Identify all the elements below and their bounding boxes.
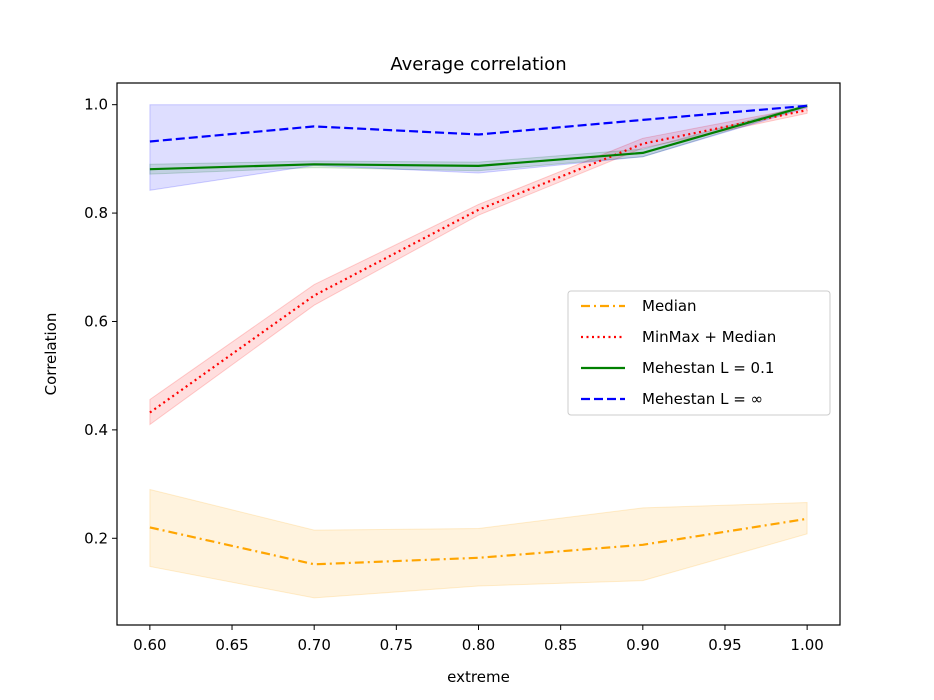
legend: Median MinMax + Median Mehestan L = 0.1 Meh… bbox=[567, 290, 831, 416]
legend-label-mehestan-l: Mehestan L = ∞ bbox=[642, 390, 763, 408]
y-tick-label: 0.2 bbox=[84, 529, 108, 547]
x-tick-label: 0.65 bbox=[215, 636, 248, 654]
band-median bbox=[149, 488, 808, 599]
y-tick-label: 0.8 bbox=[84, 204, 108, 222]
band-mehestan-l bbox=[149, 104, 808, 191]
x-tick-label: 1.00 bbox=[790, 636, 823, 654]
y-axis: 0.2 0.4 0.6 0.8 1.0 bbox=[84, 96, 117, 547]
legend-box bbox=[567, 290, 831, 416]
y-tick-label: 1.0 bbox=[84, 96, 108, 114]
line-median bbox=[149, 517, 808, 566]
y-tick-label: 0.4 bbox=[84, 421, 108, 439]
line-mehestan-l-0-1 bbox=[149, 104, 808, 171]
x-tick-label: 0.95 bbox=[708, 636, 741, 654]
line-mehestan-l bbox=[149, 104, 808, 143]
legend-label-median: Median bbox=[642, 297, 697, 315]
x-tick-label: 0.80 bbox=[462, 636, 495, 654]
y-axis-label: Correlation bbox=[42, 313, 60, 396]
series-lines bbox=[149, 104, 808, 566]
legend-label-mehestan-l-0-1: Mehestan L = 0.1 bbox=[642, 359, 774, 377]
x-tick-label: 0.85 bbox=[544, 636, 577, 654]
band-minmax-median bbox=[149, 106, 808, 426]
x-tick-label: 0.90 bbox=[626, 636, 659, 654]
chart-title: Average correlation bbox=[390, 54, 566, 75]
x-tick-label: 0.75 bbox=[380, 636, 413, 654]
legend-label-minmax-median: MinMax + Median bbox=[642, 328, 776, 346]
y-tick-label: 0.6 bbox=[84, 312, 108, 330]
x-axis: 0.60 0.65 0.70 0.75 0.80 0.85 0.90 0.95 1.00 bbox=[133, 625, 824, 654]
x-axis-label: extreme bbox=[447, 668, 510, 686]
x-tick-label: 0.60 bbox=[133, 636, 166, 654]
x-tick-label: 0.70 bbox=[297, 636, 330, 654]
